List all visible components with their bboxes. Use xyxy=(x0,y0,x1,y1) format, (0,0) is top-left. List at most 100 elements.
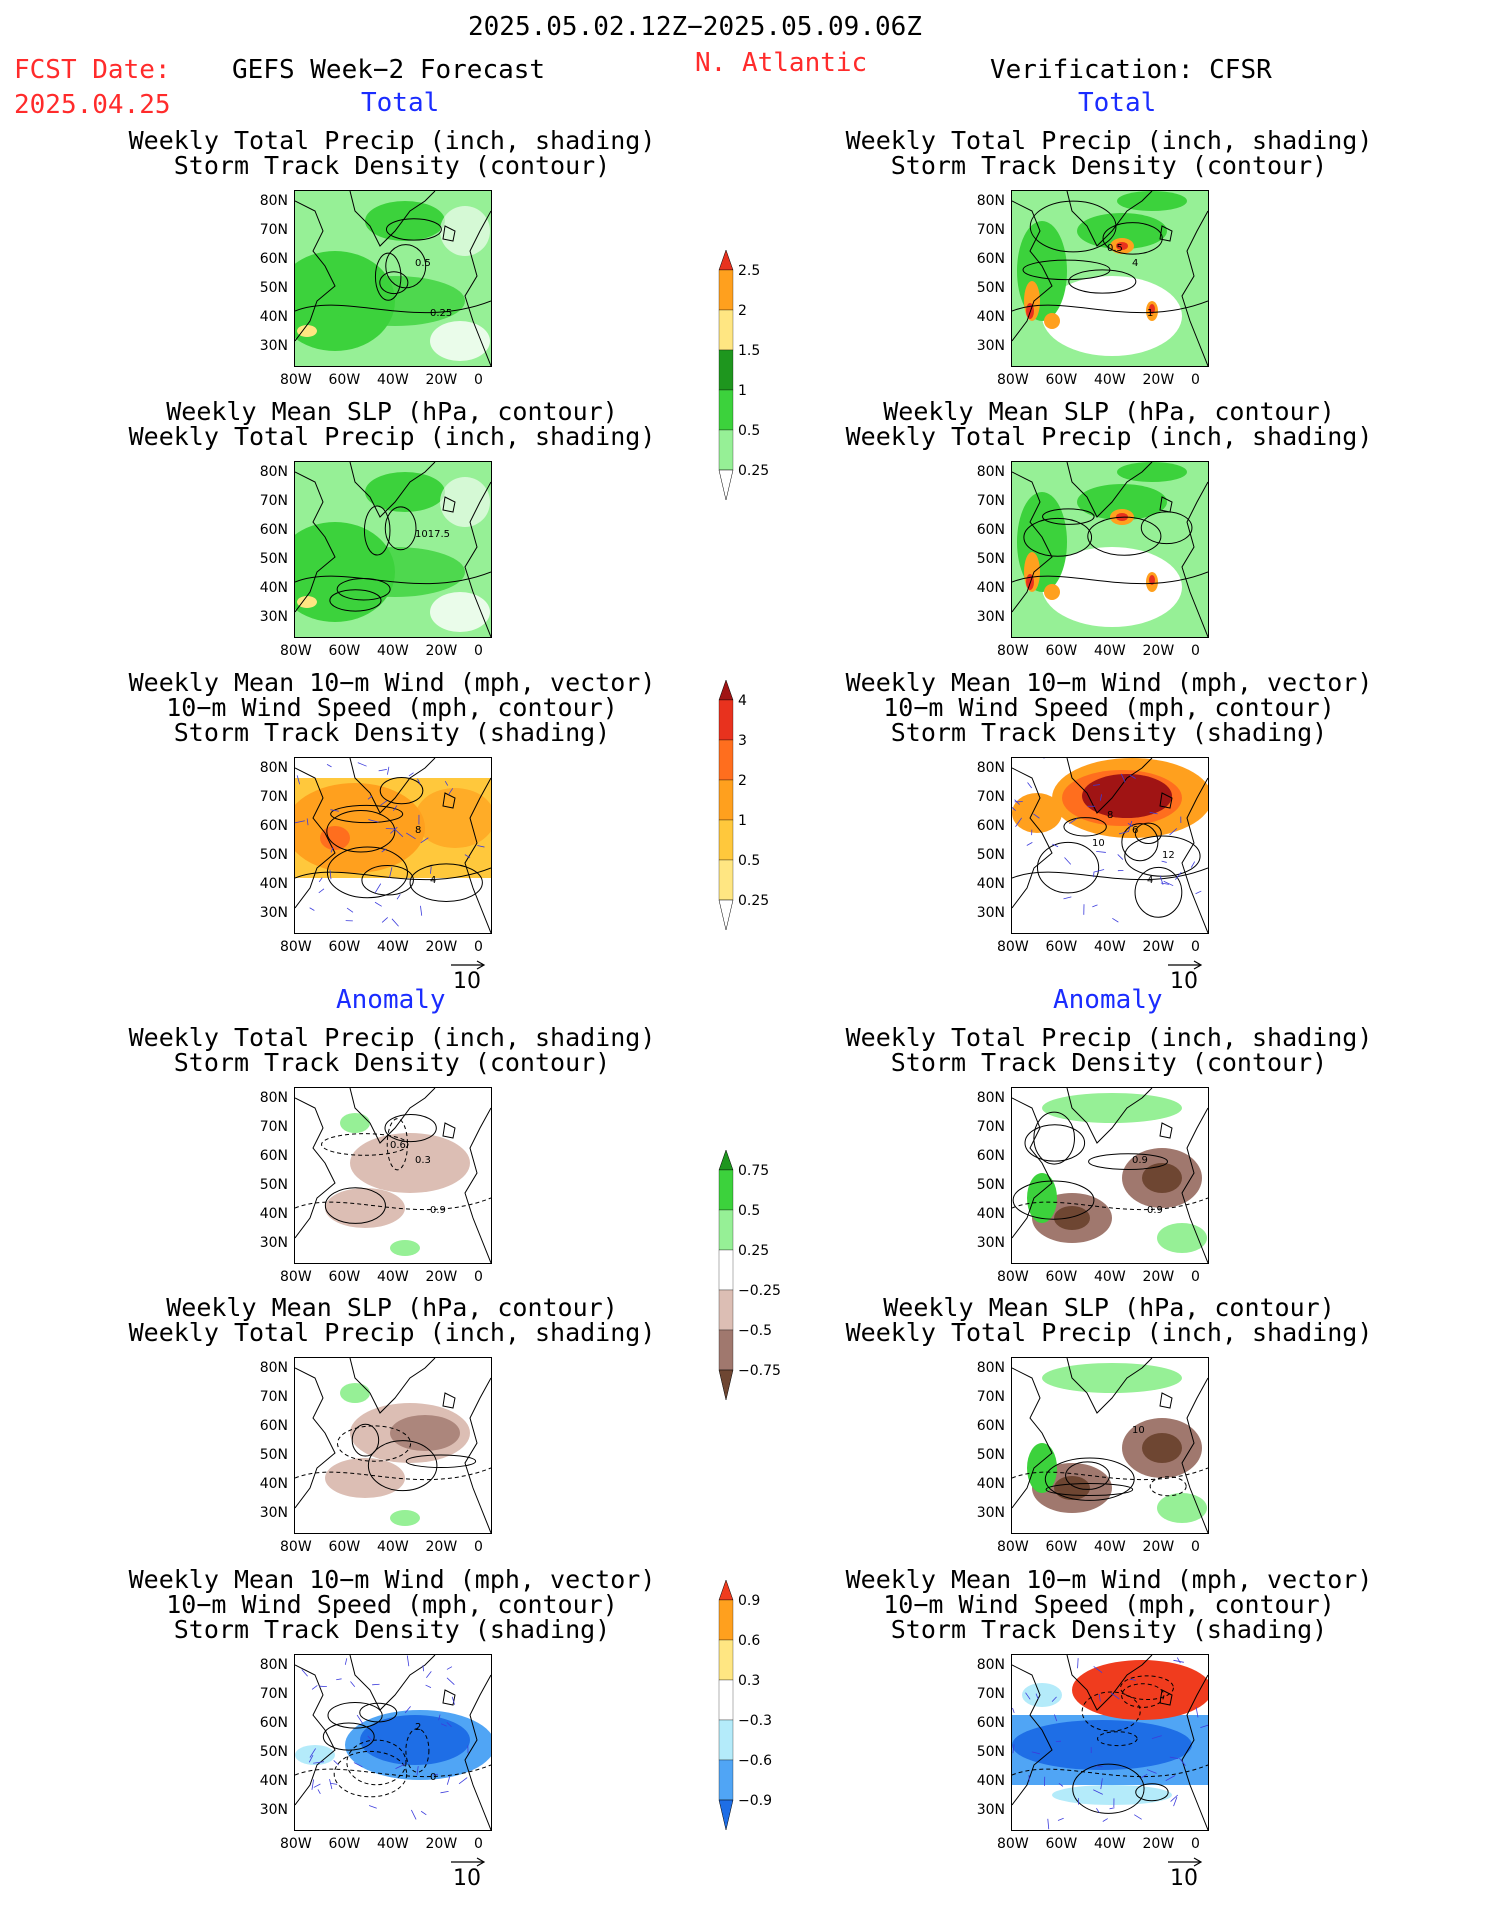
lat-tick-label: 30N xyxy=(259,905,288,921)
lat-tick-label: 30N xyxy=(259,1505,288,1521)
panel-title-line: Storm Track Density (contour) xyxy=(890,1048,1328,1077)
panel-title-line: 10−m Wind Speed (mph, contour) xyxy=(166,693,618,722)
section-total-right: Total xyxy=(1078,88,1157,118)
contour-label: 0.6 xyxy=(390,1140,406,1151)
colorbar-segment xyxy=(718,1249,734,1291)
panel-title-line: Weekly Total Precip (inch, shading) xyxy=(128,1023,656,1052)
lon-tick-label: 0 xyxy=(1191,1539,1200,1555)
fcst-date-label: FCST Date: xyxy=(14,55,171,85)
lon-tick-label: 20W xyxy=(425,1539,458,1555)
lon-tick-label: 60W xyxy=(328,372,361,388)
colorbar-anom_track xyxy=(718,1580,734,1831)
map-panel-fcst-anom-slp xyxy=(294,1357,492,1534)
lat-tick-label: 30N xyxy=(976,609,1005,625)
fcst-date-value: 2025.04.25 xyxy=(14,90,171,120)
lat-tick-label: 70N xyxy=(976,1686,1005,1702)
lon-tick-label: 20W xyxy=(1142,1539,1175,1555)
colorbar-label: −0.9 xyxy=(738,1793,772,1809)
colorbar-total_precip xyxy=(718,250,734,501)
lon-tick-label: 0 xyxy=(474,939,483,955)
lon-tick-label: 20W xyxy=(425,1836,458,1852)
panel-title-line: Weekly Mean 10−m Wind (mph, vector) xyxy=(128,1565,656,1594)
map-fcst-total-precip: 0.5 0.25 xyxy=(295,191,491,366)
lat-tick-label: 30N xyxy=(976,905,1005,921)
colorbar-segment xyxy=(718,429,734,471)
lon-tick-label: 80W xyxy=(997,1269,1029,1285)
lat-tick-label: 80N xyxy=(259,1090,288,1106)
lat-tick-label: 80N xyxy=(976,193,1005,209)
lat-tick-label: 60N xyxy=(976,818,1005,834)
region-title: N. Atlantic xyxy=(695,48,868,78)
vector-reference-arrow xyxy=(451,1857,486,1867)
lat-tick-label: 40N xyxy=(976,1476,1005,1492)
panel-title-line: Storm Track Density (shading) xyxy=(890,1615,1328,1644)
lon-tick-label: 0 xyxy=(1191,643,1200,659)
lon-tick-label: 40W xyxy=(1094,1836,1126,1852)
colorbar-label: 1 xyxy=(738,813,747,829)
lon-tick-label: 0 xyxy=(474,643,483,659)
map-panel-cfsr-anom-slp: 10 xyxy=(1011,1357,1209,1534)
contour-label: 0 xyxy=(430,1772,436,1783)
panel-title-line: Storm Track Density (contour) xyxy=(890,151,1328,180)
panel-title-line: Weekly Total Precip (inch, shading) xyxy=(845,422,1373,451)
colorbar-triangle-bottom xyxy=(718,899,734,931)
colorbar-label: 1 xyxy=(738,383,747,399)
lat-tick-label: 70N xyxy=(259,1686,288,1702)
contour-label: 1017.5 xyxy=(415,529,450,540)
panel-title-line: Weekly Mean 10−m Wind (mph, vector) xyxy=(845,668,1373,697)
lon-tick-label: 0 xyxy=(474,1836,483,1852)
colorbar-segment xyxy=(718,1169,734,1211)
lat-tick-label: 50N xyxy=(976,1447,1005,1463)
map-panel-fcst-total-slp: 1017.5 xyxy=(294,461,492,638)
map-cfsr-total-precip: 410.5 xyxy=(1012,191,1208,366)
contour-label: 0.5 xyxy=(1107,243,1123,254)
colorbar-triangle-bottom xyxy=(718,1799,734,1831)
panel-title-line: Weekly Mean 10−m Wind (mph, vector) xyxy=(845,1565,1373,1594)
colorbar-segment xyxy=(718,1759,734,1801)
colorbar-segment xyxy=(718,779,734,821)
lon-tick-label: 60W xyxy=(1045,1539,1078,1555)
colorbar-anom_precip xyxy=(718,1150,734,1401)
lat-tick-label: 70N xyxy=(976,1389,1005,1405)
lon-tick-label: 0 xyxy=(474,372,483,388)
lat-tick-label: 80N xyxy=(976,1090,1005,1106)
lon-tick-label: 80W xyxy=(280,1836,312,1852)
lat-tick-label: 70N xyxy=(976,222,1005,238)
contour-label: 0.9 xyxy=(430,1205,446,1216)
lon-tick-label: 0 xyxy=(1191,372,1200,388)
lon-tick-label: 40W xyxy=(1094,1269,1126,1285)
lat-tick-label: 50N xyxy=(976,1744,1005,1760)
contour-label: 10 xyxy=(1092,838,1105,849)
panel-title-line: Storm Track Density (contour) xyxy=(173,1048,611,1077)
lat-tick-label: 70N xyxy=(259,222,288,238)
panel-title-line: 10−m Wind Speed (mph, contour) xyxy=(883,693,1335,722)
colorbar-label: 0.75 xyxy=(738,1163,770,1179)
panel-title-line: Weekly Mean SLP (hPa, contour) xyxy=(883,1293,1335,1322)
lat-tick-label: 60N xyxy=(259,522,288,538)
lat-tick-label: 40N xyxy=(976,1206,1005,1222)
lon-tick-label: 20W xyxy=(1142,939,1175,955)
lat-tick-label: 40N xyxy=(259,1206,288,1222)
lon-tick-label: 80W xyxy=(280,939,312,955)
section-total-left: Total xyxy=(361,88,440,118)
lon-tick-label: 20W xyxy=(425,372,458,388)
lat-tick-label: 30N xyxy=(976,1235,1005,1251)
lat-tick-label: 30N xyxy=(259,1235,288,1251)
colorbar-segment xyxy=(718,269,734,311)
contour-label: 0.9 xyxy=(1132,1155,1148,1166)
contour-label: 10 xyxy=(1132,1425,1145,1436)
lat-tick-label: 50N xyxy=(976,847,1005,863)
lon-tick-label: 20W xyxy=(1142,643,1175,659)
map-fcst-total-wind: 84 xyxy=(295,758,491,933)
colorbar-segment xyxy=(718,309,734,351)
section-anomaly-left: Anomaly xyxy=(336,985,446,1015)
lat-tick-label: 70N xyxy=(976,1119,1005,1135)
lat-tick-label: 30N xyxy=(976,1505,1005,1521)
model-title: GEFS Week−2 Forecast xyxy=(232,55,546,85)
colorbar-segment xyxy=(718,859,734,901)
colorbar-label: 2 xyxy=(738,303,747,319)
lon-tick-label: 40W xyxy=(377,939,409,955)
contour-label: 8 xyxy=(415,825,421,836)
panel-title-line: Weekly Mean SLP (hPa, contour) xyxy=(166,1293,618,1322)
